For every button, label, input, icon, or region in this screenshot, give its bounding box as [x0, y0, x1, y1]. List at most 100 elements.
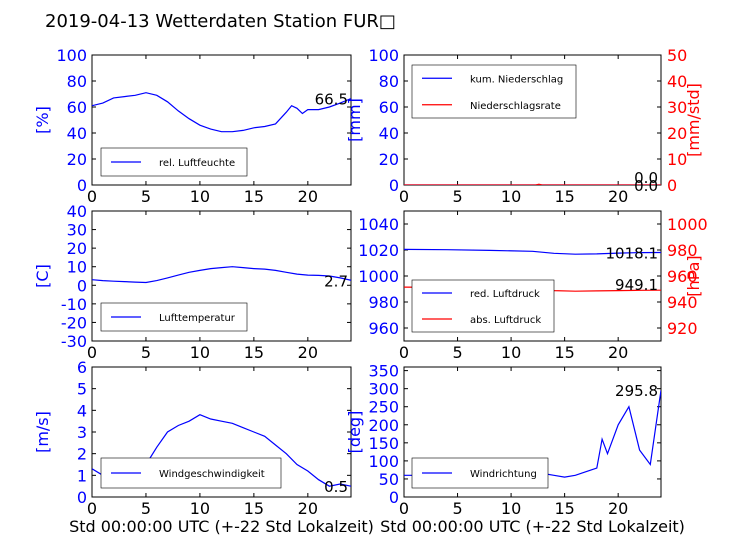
panel-pressure: 0 5 10 15 20 960 980 1000 1020 1040 920 940 960 980 10…: [358, 210, 708, 362]
x-tick-label: 10: [501, 343, 521, 362]
y-tick-label: 0: [77, 176, 87, 195]
y-tick-label: 50: [379, 470, 399, 489]
y-axis-label: [m/s]: [33, 411, 52, 453]
y-tick-label: 960: [368, 319, 399, 338]
y-tick-label: 10: [67, 258, 87, 277]
y-tick-label: 80: [379, 72, 399, 91]
x-tick-label: 5: [141, 499, 151, 518]
x-tick-label: 5: [141, 187, 151, 206]
y-tick-label: 0: [389, 488, 399, 507]
x-tick-label: 5: [452, 499, 462, 518]
x-tick-label: 5: [452, 187, 462, 206]
plot-frame: [91, 210, 352, 342]
y-tick-label: 1040: [358, 215, 399, 234]
y-tick-label: 60: [67, 98, 87, 117]
figure-title: 2019-04-13 Wetterdaten Station FUR□: [45, 11, 396, 32]
x-tick-label: 15: [554, 499, 574, 518]
y-tick-label: -30: [61, 332, 87, 351]
legend: Lufttemperatur: [100, 302, 248, 332]
y-tick-label-right: 960: [667, 267, 698, 286]
series-line-1: [92, 266, 351, 284]
x-tick-label: 0: [87, 499, 97, 518]
y-tick-label: 3: [77, 423, 87, 442]
x-tick-label: 10: [190, 187, 210, 206]
x-tick-label: 10: [190, 343, 210, 362]
y-tick-label: 20: [379, 150, 399, 169]
x-tick-label: 10: [190, 499, 210, 518]
y-tick-label: 30: [67, 221, 87, 240]
last-value-annotation-right: 0.0: [634, 169, 658, 187]
last-value-annotation: 0.0: [634, 177, 658, 195]
x-tick-label: 5: [141, 343, 151, 362]
y-tick-label: 6: [77, 358, 87, 377]
y-tick-label: 150: [368, 434, 399, 453]
y-tick-label: 80: [67, 72, 87, 91]
last-value-annotation-right: 949.1: [615, 276, 658, 294]
legend-label: rel. Luftfeuchte: [159, 158, 235, 169]
y-tick-label: 300: [368, 380, 399, 399]
y-tick-label: 5: [77, 380, 87, 399]
y-tick-label: 40: [379, 124, 399, 143]
legend-label: kum. Niederschlag: [470, 74, 563, 85]
legend: rel. Luftfeuchte: [100, 147, 248, 177]
last-value-annotation: 295.8: [615, 382, 658, 400]
x-axis-label: Std 00:00:00 UTC (+-22 Std Lokalzeit): [380, 517, 685, 536]
last-value-annotation: 0.5: [324, 478, 348, 496]
x-tick-label: 10: [501, 499, 521, 518]
series-line-1: [404, 248, 661, 255]
y-tick-label: 980: [368, 293, 399, 312]
y-tick-label-right: 940: [667, 293, 698, 312]
y-tick-label: 0: [389, 176, 399, 195]
x-tick-label: 0: [399, 187, 409, 206]
x-tick-label: 15: [554, 187, 574, 206]
y-tick-label: 2: [77, 445, 87, 464]
y-tick-label-right: 1000: [667, 215, 708, 234]
last-value-annotation: 2.7: [324, 272, 348, 290]
y-tick-label: 250: [368, 398, 399, 417]
legend-box: [411, 64, 577, 119]
y-tick-label: 1000: [358, 267, 399, 286]
y-axis-label: [C]: [33, 264, 52, 288]
y-tick-label: 0: [77, 276, 87, 295]
legend-label: red. Luftdruck: [470, 289, 540, 300]
x-tick-label: 20: [298, 187, 318, 206]
panel-temperature: 0 5 10 15 20-30-20-10010203040[C]Lufttempera…: [33, 202, 352, 362]
legend-label: Windrichtung: [470, 469, 537, 480]
y-axis-label-right: [mm/std]: [684, 83, 703, 157]
x-tick-label: 5: [452, 343, 462, 362]
y-tick-label: -10: [61, 295, 87, 314]
plot-frame: [403, 366, 662, 498]
legend-label: Windgeschwindigkeit: [159, 469, 265, 480]
y-tick-label: 100: [56, 46, 87, 65]
y-tick-label: 350: [368, 362, 399, 381]
y-tick-label: 60: [379, 98, 399, 117]
x-tick-label: 20: [608, 343, 628, 362]
legend-box: [411, 457, 549, 489]
y-axis-label-right: [hPa]: [684, 255, 703, 296]
y-tick-label: 1: [77, 466, 87, 485]
legend-label: Niederschlagsrate: [470, 101, 561, 112]
y-tick-label: 200: [368, 416, 399, 435]
y-tick-label: 20: [67, 150, 87, 169]
y-tick-label: 100: [368, 452, 399, 471]
y-tick-label: -20: [61, 313, 87, 332]
x-tick-label: 15: [244, 499, 264, 518]
legend-label: abs. Luftdruck: [470, 315, 541, 326]
series-line-2: [404, 183, 661, 185]
x-tick-label: 0: [87, 343, 97, 362]
x-tick-label: 10: [501, 187, 521, 206]
y-tick-label-right: 920: [667, 319, 698, 338]
legend: red. Luftdruck abs. Luftdruck: [411, 279, 555, 333]
y-tick-label-right: 10: [667, 150, 687, 169]
x-tick-label: 0: [87, 187, 97, 206]
x-tick-label: 20: [608, 499, 628, 518]
x-axis-label: Std 00:00:00 UTC (+-22 Std Lokalzeit): [69, 517, 374, 536]
y-tick-label: 4: [77, 401, 87, 420]
x-tick-label: 0: [399, 499, 409, 518]
legend: Windrichtung: [411, 457, 549, 489]
